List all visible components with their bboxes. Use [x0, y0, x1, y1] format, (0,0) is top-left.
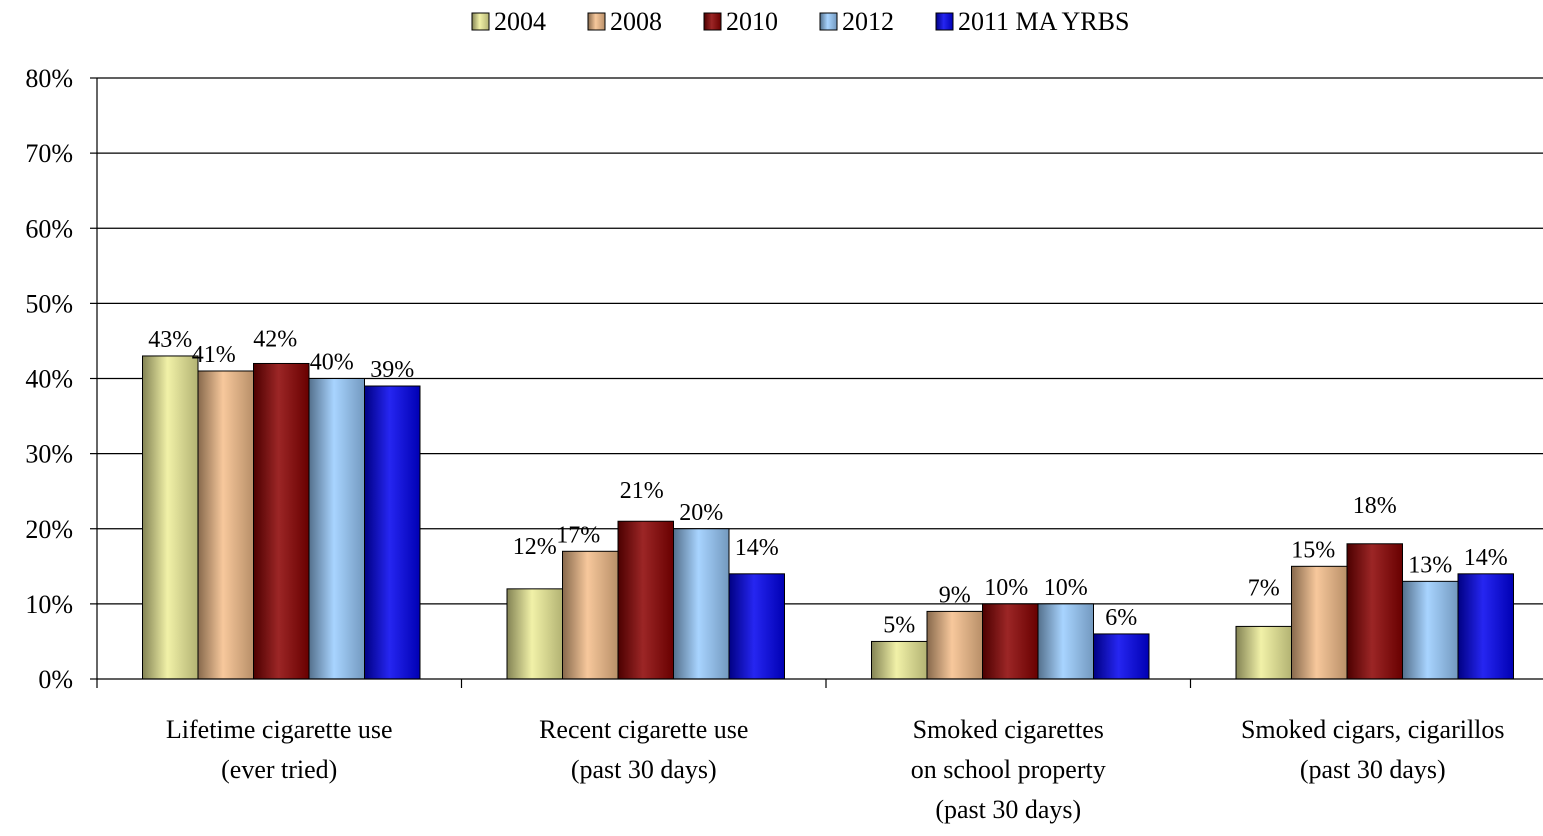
data-label: 43%	[148, 327, 192, 353]
data-label: 17%	[556, 522, 600, 548]
bar-2010	[982, 603, 1039, 680]
bar-2008	[1291, 565, 1348, 680]
x-tick-label: (past 30 days)	[935, 795, 1081, 824]
bar-2008	[562, 550, 619, 680]
y-tick-label: 60%	[25, 214, 73, 243]
legend: 2004 2008 2010 2012 2011 MA YRBS	[471, 7, 1129, 36]
bar-2011-ma-yrbs	[364, 385, 421, 680]
data-label: 6%	[1105, 605, 1137, 631]
y-tick-label: 40%	[25, 365, 73, 394]
x-axis: Lifetime cigarette use (ever tried) Recent…	[96, 678, 1543, 824]
bar-2011-ma-yrbs	[1093, 633, 1150, 680]
x-tick-label: on school property	[911, 755, 1106, 784]
bar-2010	[253, 362, 310, 680]
bars	[142, 355, 1514, 680]
y-axis: 0% 10% 20% 30% 40% 50% 60% 70% 80%	[25, 64, 98, 694]
data-label: 20%	[679, 500, 723, 526]
bar-2008	[197, 370, 254, 680]
data-label: 13%	[1408, 552, 1452, 578]
data-label: 14%	[735, 535, 779, 561]
y-tick-label: 20%	[25, 515, 73, 544]
legend-label-2010: 2010	[726, 7, 778, 36]
data-label: 18%	[1353, 493, 1397, 519]
data-label: 42%	[253, 326, 297, 352]
data-label: 41%	[192, 342, 236, 368]
data-label: 21%	[620, 478, 664, 504]
y-tick-label: 0%	[38, 665, 73, 694]
x-tick-label: (past 30 days)	[571, 755, 717, 784]
y-tick-label: 30%	[25, 440, 73, 469]
bar-2010	[617, 520, 674, 680]
data-label: 10%	[1044, 575, 1088, 601]
bar-2004	[1235, 625, 1292, 680]
legend-label-2004: 2004	[494, 7, 546, 36]
y-tick-label: 80%	[25, 64, 73, 93]
data-label: 39%	[370, 357, 414, 383]
legend-swatch-2011-ma-yrbs	[935, 12, 954, 31]
bar-2012	[1402, 580, 1459, 680]
bar-2011-ma-yrbs	[1457, 573, 1514, 680]
data-label: 14%	[1464, 545, 1508, 571]
legend-label-2008: 2008	[610, 7, 662, 36]
data-label: 5%	[883, 612, 915, 638]
data-labels: 43%41% 42% 40% 39% 12% 17% 21% 20% 14% 5% 9% 10% 10%…	[148, 326, 1508, 638]
x-tick-label: Recent cigarette use	[539, 715, 748, 744]
legend-swatch-2004	[471, 12, 490, 31]
bar-2012	[673, 528, 730, 680]
bar-2004	[142, 355, 199, 680]
bar-2012	[308, 378, 365, 680]
legend-label-2011-ma-yrbs: 2011 MA YRBS	[958, 7, 1129, 36]
bar-2012	[1037, 603, 1094, 680]
bar-2011-ma-yrbs	[728, 573, 785, 680]
y-tick-label: 50%	[25, 289, 73, 318]
x-tick-label: Lifetime cigarette use	[166, 715, 393, 744]
data-label: 12%	[513, 534, 557, 560]
legend-swatch-2012	[819, 12, 838, 31]
bar-2004	[871, 640, 928, 680]
data-label: 7%	[1248, 575, 1280, 601]
x-tick-label: Smoked cigars, cigarillos	[1241, 715, 1505, 744]
bar-2004	[506, 588, 563, 680]
y-tick-label: 70%	[25, 139, 73, 168]
legend-label-2012: 2012	[842, 7, 894, 36]
legend-swatch-2010	[703, 12, 722, 31]
data-label: 10%	[984, 575, 1028, 601]
data-label: 15%	[1291, 537, 1335, 563]
data-label: 40%	[310, 350, 354, 376]
bar-2010	[1346, 543, 1403, 680]
bar-2008	[926, 610, 983, 680]
legend-swatch-2008	[587, 12, 606, 31]
y-tick-label: 10%	[25, 590, 73, 619]
x-tick-label: (ever tried)	[221, 755, 337, 784]
data-label: 9%	[939, 582, 971, 608]
x-tick-label: Smoked cigarettes	[913, 715, 1104, 744]
x-tick-label: (past 30 days)	[1300, 755, 1446, 784]
